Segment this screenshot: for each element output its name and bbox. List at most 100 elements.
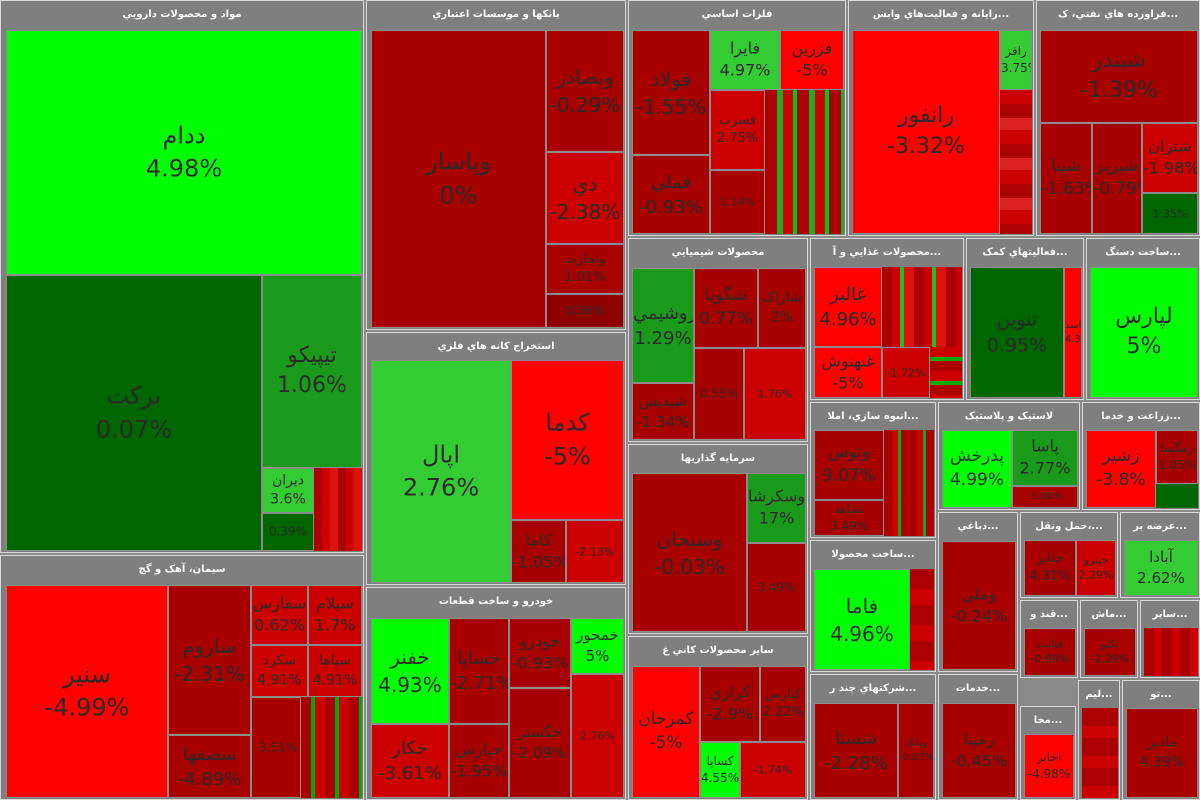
stock-tile[interactable]: رمپنا -0.45% [942,703,1016,798]
sector-misc[interactable]: ليم... [1078,680,1120,800]
stock-tile[interactable]: ثشاهد 3.49% [814,500,884,536]
stock-tile[interactable]: سپاها 4.91% [308,645,362,697]
stock-tile[interactable]: 0.55% [694,348,744,440]
stock-tile[interactable]: خپارس -1.95% [449,724,509,798]
stock-tile[interactable]: شگويا 0.77% [694,268,758,348]
stock-tile[interactable]: غالبر 4.96% [814,267,882,347]
stock-tile[interactable]: فاما 4.96% [814,569,910,670]
sector-support-activities[interactable]: فعاليتهاي کمک... تنوين 0.95% اسد 4.38% [966,238,1084,400]
stock-tile[interactable]: تيپيکو 1.06% [262,275,362,468]
stock-tile[interactable]: کدما -5% [511,360,624,520]
sector-investments[interactable]: سرمايه گذاريها وسبحان -0.03% وسکرشا 17% 3.… [628,444,808,634]
sector-banks[interactable]: بانکها و موسسات اعتباري وپاسار 0% وبصادر -… [366,0,626,330]
stock-tile[interactable]: غبهنوش -5% [814,347,882,398]
stock-tile[interactable]: کساپا 4.55% [700,742,740,798]
sector-tanning[interactable]: دباغي... وملي -0.24% [938,512,1018,672]
stock-tile[interactable]: خمحور 5% [571,618,624,674]
sector-metal-products[interactable]: ساخت محصولا... فاما 4.96% [810,540,936,672]
stock-tile[interactable]: ساروم -2.31% [168,585,251,735]
sector-auto[interactable]: خودرو و ساخت قطعات خفنر 4.93% خساپا -2.71%… [366,587,626,800]
stock-tile[interactable]: زشير -3.8% [1086,430,1156,508]
stock-tile[interactable]: ددام 4.98% [6,30,362,275]
stock-tile[interactable]: 0.56% [546,294,624,328]
sector-equipment[interactable]: ساخت دستگ... لپارس 5% [1086,238,1200,400]
stock-tile[interactable]: شستا -2.28% [814,703,898,798]
stock-tile[interactable]: سفارس 0.62% [251,585,308,645]
sector-agriculture[interactable]: زراعت و خدما... زشير -3.8% زمگسا 1.05% [1082,402,1200,510]
stock-tile[interactable]: -3.51% [251,697,301,798]
stock-tile[interactable]: کرازي -2.9% [700,666,760,742]
stock-tile[interactable]: وبصادر -0.29% [546,30,624,152]
sector-other[interactable]: ساير... [1140,600,1200,678]
stock-tile[interactable]: وپاسار 0% [371,30,546,328]
stock-tile[interactable]: وبانک -0.87% [898,703,934,798]
stock-tile[interactable]: 1.76% [744,348,806,440]
stock-tile[interactable]: فولاد -1.55% [632,30,710,155]
stock-tile[interactable]: فزرين -5% [780,30,844,90]
stock-tile[interactable]: وملي -0.24% [942,541,1016,670]
stock-tile[interactable]: پتروشيمي 1.29% [632,268,694,383]
stock-tile[interactable]: آبادا 2.62% [1124,540,1198,596]
stock-tile[interactable]: سيلام 1.7% [308,585,362,645]
sector-tourism[interactable]: تو... مادير 4.39% [1122,680,1200,800]
stock-tile[interactable]: رانفور -3.32% [852,30,1000,234]
stock-tile[interactable]: شبريز -0.79% [1092,123,1142,234]
stock-tile[interactable]: -2.13% [566,520,624,583]
stock-tile[interactable]: خگستر -2.09% [509,688,571,798]
stock-tile[interactable]: سکرد 4.91% [251,645,308,697]
stock-tile[interactable]: فسرب 2.75% [710,90,765,170]
sector-petroleum[interactable]: فراورده هاي نفتي، ک... شبندر -1.39% شپنا -… [1036,0,1200,236]
sector-basic-metals[interactable]: فلزات اساسي فولاد -1.55% فايرا 4.97% فزرين… [628,0,846,236]
stock-tile[interactable]: کاما -1.05% [511,520,566,583]
stock-tile[interactable]: خساپا -2.71% [449,618,509,724]
stock-tile[interactable]: 2.76% [571,674,624,798]
stock-tile[interactable]: شتران -1.98% [1142,123,1198,193]
stock-tile[interactable]: 3.49% [747,543,806,632]
stock-tile[interactable]: ديران 3.6% [262,468,314,513]
sector-multi-industry[interactable]: شرکتهاي چند ر... شستا -2.28% وبانک -0.87% [810,674,936,800]
sector-non-metal-minerals[interactable]: ساير محصولات کاني غ کمرجان -5% کرازي -2.9%… [628,636,808,800]
stock-tile[interactable]: دي -2.38% [546,152,624,244]
stock-tile[interactable]: -1.06% [1012,486,1078,508]
sector-rubber-plastic[interactable]: لاستيک و پلاستيک پدرخش 4.99% پاسا 2.77% -1… [938,402,1080,510]
sector-telecom[interactable]: مخا... اخابر -4.98% [1020,706,1076,800]
stock-tile[interactable]: خکار -3.61% [371,724,449,798]
sector-cement[interactable]: سيمان، آهک و گچ سنير -4.99% ساروم -2.31% س… [0,555,364,800]
stock-tile[interactable]: 1.35% [1142,193,1198,234]
stock-tile[interactable]: کمرجان -5% [632,666,700,798]
stock-tile[interactable]: اسد 4.38% [1064,267,1082,398]
sector-computer[interactable]: رايانه و فعاليت‌هاي وابس... رانفور -3.32%… [848,0,1034,236]
stock-tile[interactable]: مادير 4.39% [1126,708,1198,798]
sector-construction[interactable]: انبوه سازي، املا... وتوس 9.07% ثشاهد 3.49% [810,402,936,538]
stock-tile[interactable]: 0.39% [262,513,314,551]
stock-tile[interactable]: پدرخش 4.99% [942,430,1012,508]
stock-tile[interactable]: -1.74% [740,742,806,798]
sector-metal-ores[interactable]: استخراج کانه هاي فلزي اپال 2.76% کدما -5% … [366,332,626,585]
stock-tile[interactable]: وسکرشا 17% [747,473,806,543]
stock-tile[interactable]: شبندر -1.39% [1040,30,1198,123]
stock-tile[interactable]: شپنا -1.63% [1040,123,1092,234]
sector-pharma[interactable]: مواد و محصولات دارويي ددام 4.98% برکت 0.07… [0,0,364,553]
stock-tile[interactable]: فملي -0.93% [632,155,710,234]
sector-sugar[interactable]: قند و... قثابت -0.99% [1020,600,1078,678]
stock-tile[interactable]: خودرو -0.93% [509,618,571,688]
stock-tile[interactable]: وتوس 9.07% [814,430,884,500]
sector-machinery[interactable]: ماش... تکنو -2.29% [1080,600,1138,678]
stock-tile[interactable]: برکت 0.07% [6,275,262,551]
stock-tile[interactable]: اخابر -4.98% [1024,734,1074,798]
stock-tile[interactable]: حپترو 2.29% [1076,540,1116,596]
stock-tile[interactable]: اپال 2.76% [371,360,511,583]
stock-tile[interactable]: پاسا 2.77% [1012,430,1078,486]
stock-tile[interactable]: سصفها -4.89% [168,735,251,798]
stock-tile[interactable]: تکنو -2.29% [1084,628,1136,676]
stock-tile[interactable]: رافز 3.75% [1000,30,1032,90]
stock-tile[interactable]: وسبحان -0.03% [632,473,747,632]
stock-tile[interactable]: شاراک 2% [758,268,806,348]
stock-tile[interactable]: وتجارت 1.01% [546,244,624,294]
stock-tile[interactable]: لپارس 5% [1090,267,1198,398]
stock-tile[interactable]: حتاير 4.31% [1024,540,1076,596]
sector-transport[interactable]: حمل ونقل،... حتاير 4.31% حپترو 2.29% [1020,512,1118,598]
stock-tile[interactable]: قثابت -0.99% [1024,628,1076,676]
stock-tile[interactable]: فايرا 4.97% [710,30,780,90]
sector-services[interactable]: خدمات... رمپنا -0.45% [938,674,1018,800]
